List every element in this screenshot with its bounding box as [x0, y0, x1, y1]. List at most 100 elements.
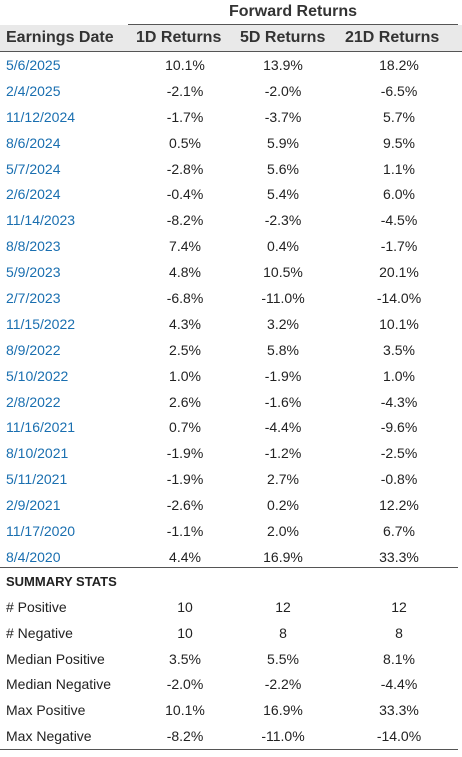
summary-row: # Negative 10 8 8 — [0, 621, 462, 647]
summary-label: # Negative — [6, 624, 73, 641]
return-21d: -4.5% — [380, 212, 418, 229]
earnings-date-link[interactable]: 5/6/2025 — [6, 57, 61, 73]
summary-row: # Positive 10 12 12 — [0, 595, 462, 621]
table-row: 5/10/2022 1.0% -1.9% 1.0% — [0, 364, 462, 390]
return-1d: -1.9% — [166, 445, 204, 462]
earnings-date-link[interactable]: 11/14/2023 — [6, 212, 76, 229]
summary-label: # Positive — [6, 599, 67, 615]
return-1d: -1.7% — [166, 108, 204, 125]
return-5d: 5.8% — [267, 341, 299, 358]
table-row: 8/8/2023 7.4% 0.4% -1.7% — [0, 234, 462, 260]
summary-21d: 8.1% — [383, 650, 415, 667]
column-header-row: Earnings Date 1D Returns 5D Returns 21D … — [0, 25, 462, 52]
return-1d: 2.5% — [169, 341, 201, 358]
return-21d: 5.7% — [383, 108, 415, 125]
summary-row: Median Negative -2.0% -2.2% -4.4% — [0, 672, 462, 698]
return-5d: -2.3% — [264, 212, 302, 229]
table-row: 2/6/2024 -0.4% 5.4% 6.0% — [0, 182, 462, 208]
summary-21d: -4.4% — [380, 676, 418, 693]
table-row: 2/4/2025 -2.1% -2.0% -6.5% — [0, 79, 462, 105]
earnings-date-link[interactable]: 2/9/2021 — [6, 497, 61, 514]
return-21d: -14.0% — [376, 290, 422, 307]
return-1d: -1.9% — [166, 471, 204, 488]
return-1d: 4.8% — [169, 264, 201, 281]
earnings-date-link[interactable]: 11/12/2024 — [6, 108, 76, 125]
table-row: 8/4/2020 4.4% 16.9% 33.3% — [0, 545, 462, 571]
return-1d: 2.6% — [169, 393, 201, 410]
return-1d: 0.7% — [169, 419, 201, 436]
return-5d: 5.4% — [267, 186, 299, 203]
table-row: 11/16/2021 0.7% -4.4% -9.6% — [0, 415, 462, 441]
return-21d: -2.5% — [380, 445, 418, 462]
return-5d: 13.9% — [263, 57, 303, 73]
return-1d: 4.4% — [169, 548, 201, 565]
return-21d: -0.8% — [380, 471, 418, 488]
return-21d: 6.7% — [383, 523, 415, 540]
column-header-1d: 1D Returns — [136, 29, 222, 46]
return-21d: -1.7% — [380, 238, 418, 255]
earnings-date-link[interactable]: 11/15/2022 — [6, 315, 76, 332]
table-row: 11/17/2020 -1.1% 2.0% 6.7% — [0, 519, 462, 545]
return-1d: 1.0% — [169, 367, 201, 384]
table-row: 2/7/2023 -6.8% -11.0% -14.0% — [0, 286, 462, 312]
summary-21d: 8 — [395, 624, 403, 641]
table-row: 5/9/2023 4.8% 10.5% 20.1% — [0, 260, 462, 286]
return-21d: -4.3% — [380, 393, 418, 410]
summary-stats: # Positive 10 12 12 # Negative 10 8 8 Median Pos… — [0, 595, 462, 750]
summary-label: Median Negative — [6, 676, 112, 693]
earnings-date-link[interactable]: 5/11/2021 — [6, 471, 68, 488]
earnings-date-link[interactable]: 5/10/2022 — [6, 367, 69, 384]
summary-label: Max Negative — [6, 727, 92, 744]
summary-title: SUMMARY STATS — [6, 574, 117, 589]
earnings-date-link[interactable]: 2/6/2024 — [6, 186, 61, 203]
summary-21d: 12 — [391, 599, 407, 615]
summary-1d: 10 — [177, 624, 193, 641]
summary-1d: -8.2% — [166, 727, 204, 744]
earnings-date-link[interactable]: 8/9/2022 — [6, 341, 61, 358]
earnings-date-link[interactable]: 2/8/2022 — [6, 393, 61, 410]
table-row: 11/14/2023 -8.2% -2.3% -4.5% — [0, 208, 462, 234]
return-1d: -8.2% — [166, 212, 204, 229]
summary-5d: -11.0% — [261, 727, 305, 744]
earnings-date-link[interactable]: 2/7/2023 — [6, 290, 61, 307]
earnings-date-link[interactable]: 8/4/2020 — [6, 548, 61, 565]
summary-5d: 16.9% — [263, 702, 303, 719]
summary-5d: 8 — [279, 624, 287, 641]
summary-1d: 10.1% — [165, 702, 205, 719]
return-21d: -9.6% — [380, 419, 418, 436]
return-5d: 2.0% — [267, 523, 299, 540]
return-5d: 10.5% — [263, 264, 303, 281]
earnings-date-link[interactable]: 2/4/2025 — [6, 82, 61, 99]
return-5d: -1.2% — [264, 445, 302, 462]
return-21d: 6.0% — [383, 186, 415, 203]
summary-1d: 10 — [177, 599, 193, 615]
summary-1d: -2.0% — [166, 676, 204, 693]
earnings-date-link[interactable]: 5/7/2024 — [6, 160, 61, 177]
return-5d: -4.4% — [264, 419, 302, 436]
table-row: 11/12/2024 -1.7% -3.7% 5.7% — [0, 105, 462, 131]
earnings-date-link[interactable]: 11/16/2021 — [6, 419, 76, 436]
table-row: 5/11/2021 -1.9% 2.7% -0.8% — [0, 467, 462, 493]
return-1d: 10.1% — [165, 57, 205, 73]
return-5d: 0.4% — [267, 238, 299, 255]
earnings-date-link[interactable]: 5/9/2023 — [6, 264, 61, 281]
summary-divider — [0, 567, 458, 568]
summary-label: Median Positive — [6, 650, 105, 667]
return-5d: 16.9% — [263, 548, 303, 565]
return-1d: 7.4% — [169, 238, 201, 255]
column-header-5d: 5D Returns — [240, 29, 326, 46]
column-header-date: Earnings Date — [6, 29, 114, 46]
earnings-date-link[interactable]: 11/17/2020 — [6, 523, 76, 540]
summary-row: Median Positive 3.5% 5.5% 8.1% — [0, 647, 462, 673]
summary-21d: -14.0% — [376, 727, 422, 744]
return-1d: -2.8% — [166, 160, 204, 177]
summary-row: Max Negative -8.2% -11.0% -14.0% — [0, 724, 462, 750]
return-5d: -2.0% — [264, 82, 302, 99]
earnings-date-link[interactable]: 8/8/2023 — [6, 238, 61, 255]
table-row: 2/8/2022 2.6% -1.6% -4.3% — [0, 390, 462, 416]
return-5d: 3.2% — [267, 315, 299, 332]
return-5d: 5.6% — [267, 160, 299, 177]
earnings-date-link[interactable]: 8/10/2021 — [6, 445, 69, 462]
earnings-date-link[interactable]: 8/6/2024 — [6, 134, 61, 151]
summary-1d: 3.5% — [169, 650, 201, 667]
